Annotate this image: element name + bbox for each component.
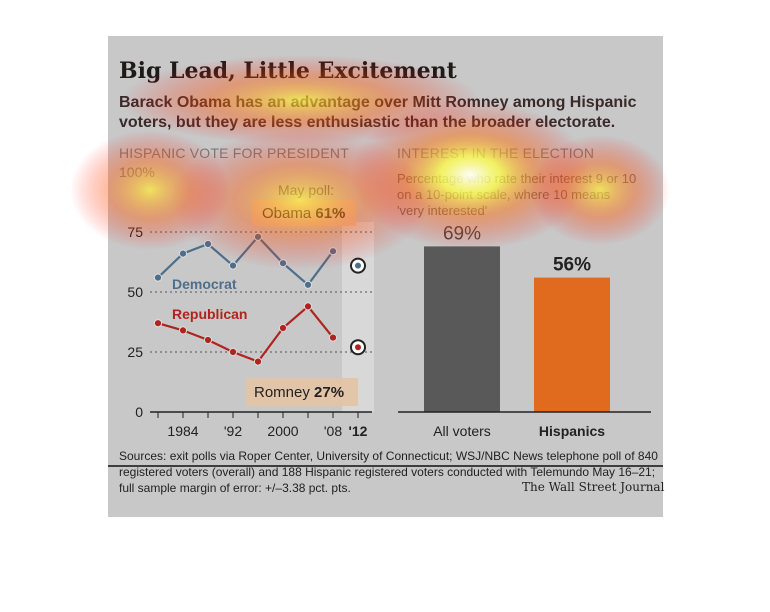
romney-poll-dot [355, 344, 361, 351]
data-point [278, 259, 288, 268]
obama-poll-dot [355, 262, 361, 269]
data-point [178, 326, 188, 335]
romney-label-box [246, 378, 358, 406]
data-point [278, 323, 288, 333]
bar-hispanics [534, 277, 610, 412]
obama-poll-label: Obama 61% [262, 205, 345, 222]
data-point [153, 273, 163, 282]
x-tick-label: '12 [349, 423, 368, 439]
y-tick-label: 0 [135, 404, 143, 420]
x-tick-label: 2000 [267, 423, 298, 439]
data-point [178, 249, 188, 258]
data-point [328, 333, 338, 342]
series-line-republican [157, 304, 334, 363]
data-point [253, 357, 263, 366]
series-label-democrat: Democrat [172, 276, 237, 292]
obama-value: 61% [315, 205, 345, 222]
credit-line: The Wall Street Journal [522, 480, 665, 494]
data-point [328, 247, 338, 256]
may-poll-label: May poll: [278, 182, 334, 198]
data-point [303, 280, 313, 289]
source-note: Sources: exit polls via Roper Center, Un… [119, 449, 658, 495]
bar-value-label: 56% [553, 255, 591, 276]
data-point [203, 335, 213, 345]
bar-all-voters [424, 246, 500, 412]
x-tick-label: '92 [224, 423, 242, 439]
data-point [228, 261, 238, 270]
y-top-label: 100% [119, 164, 155, 180]
x-tick-label: '08 [324, 423, 342, 439]
data-point [153, 319, 163, 328]
bar-category-label: All voters [433, 423, 491, 439]
y-tick-label: 25 [127, 344, 143, 360]
data-point [228, 347, 238, 357]
data-point [203, 239, 213, 249]
bar-category-label: Hispanics [539, 423, 605, 439]
bar-value-label: 69% [443, 223, 481, 244]
obama-name: Obama [262, 205, 315, 222]
data-point [253, 232, 263, 241]
romney-name: Romney [254, 384, 314, 401]
series-label-republican: Republican [172, 306, 247, 322]
data-point [303, 302, 313, 311]
y-tick-label: 75 [127, 224, 143, 240]
romney-poll-label: Romney 27% [254, 384, 344, 401]
y-tick-label: 50 [127, 284, 143, 300]
x-tick-label: 1984 [167, 423, 198, 439]
romney-value: 27% [314, 384, 344, 401]
